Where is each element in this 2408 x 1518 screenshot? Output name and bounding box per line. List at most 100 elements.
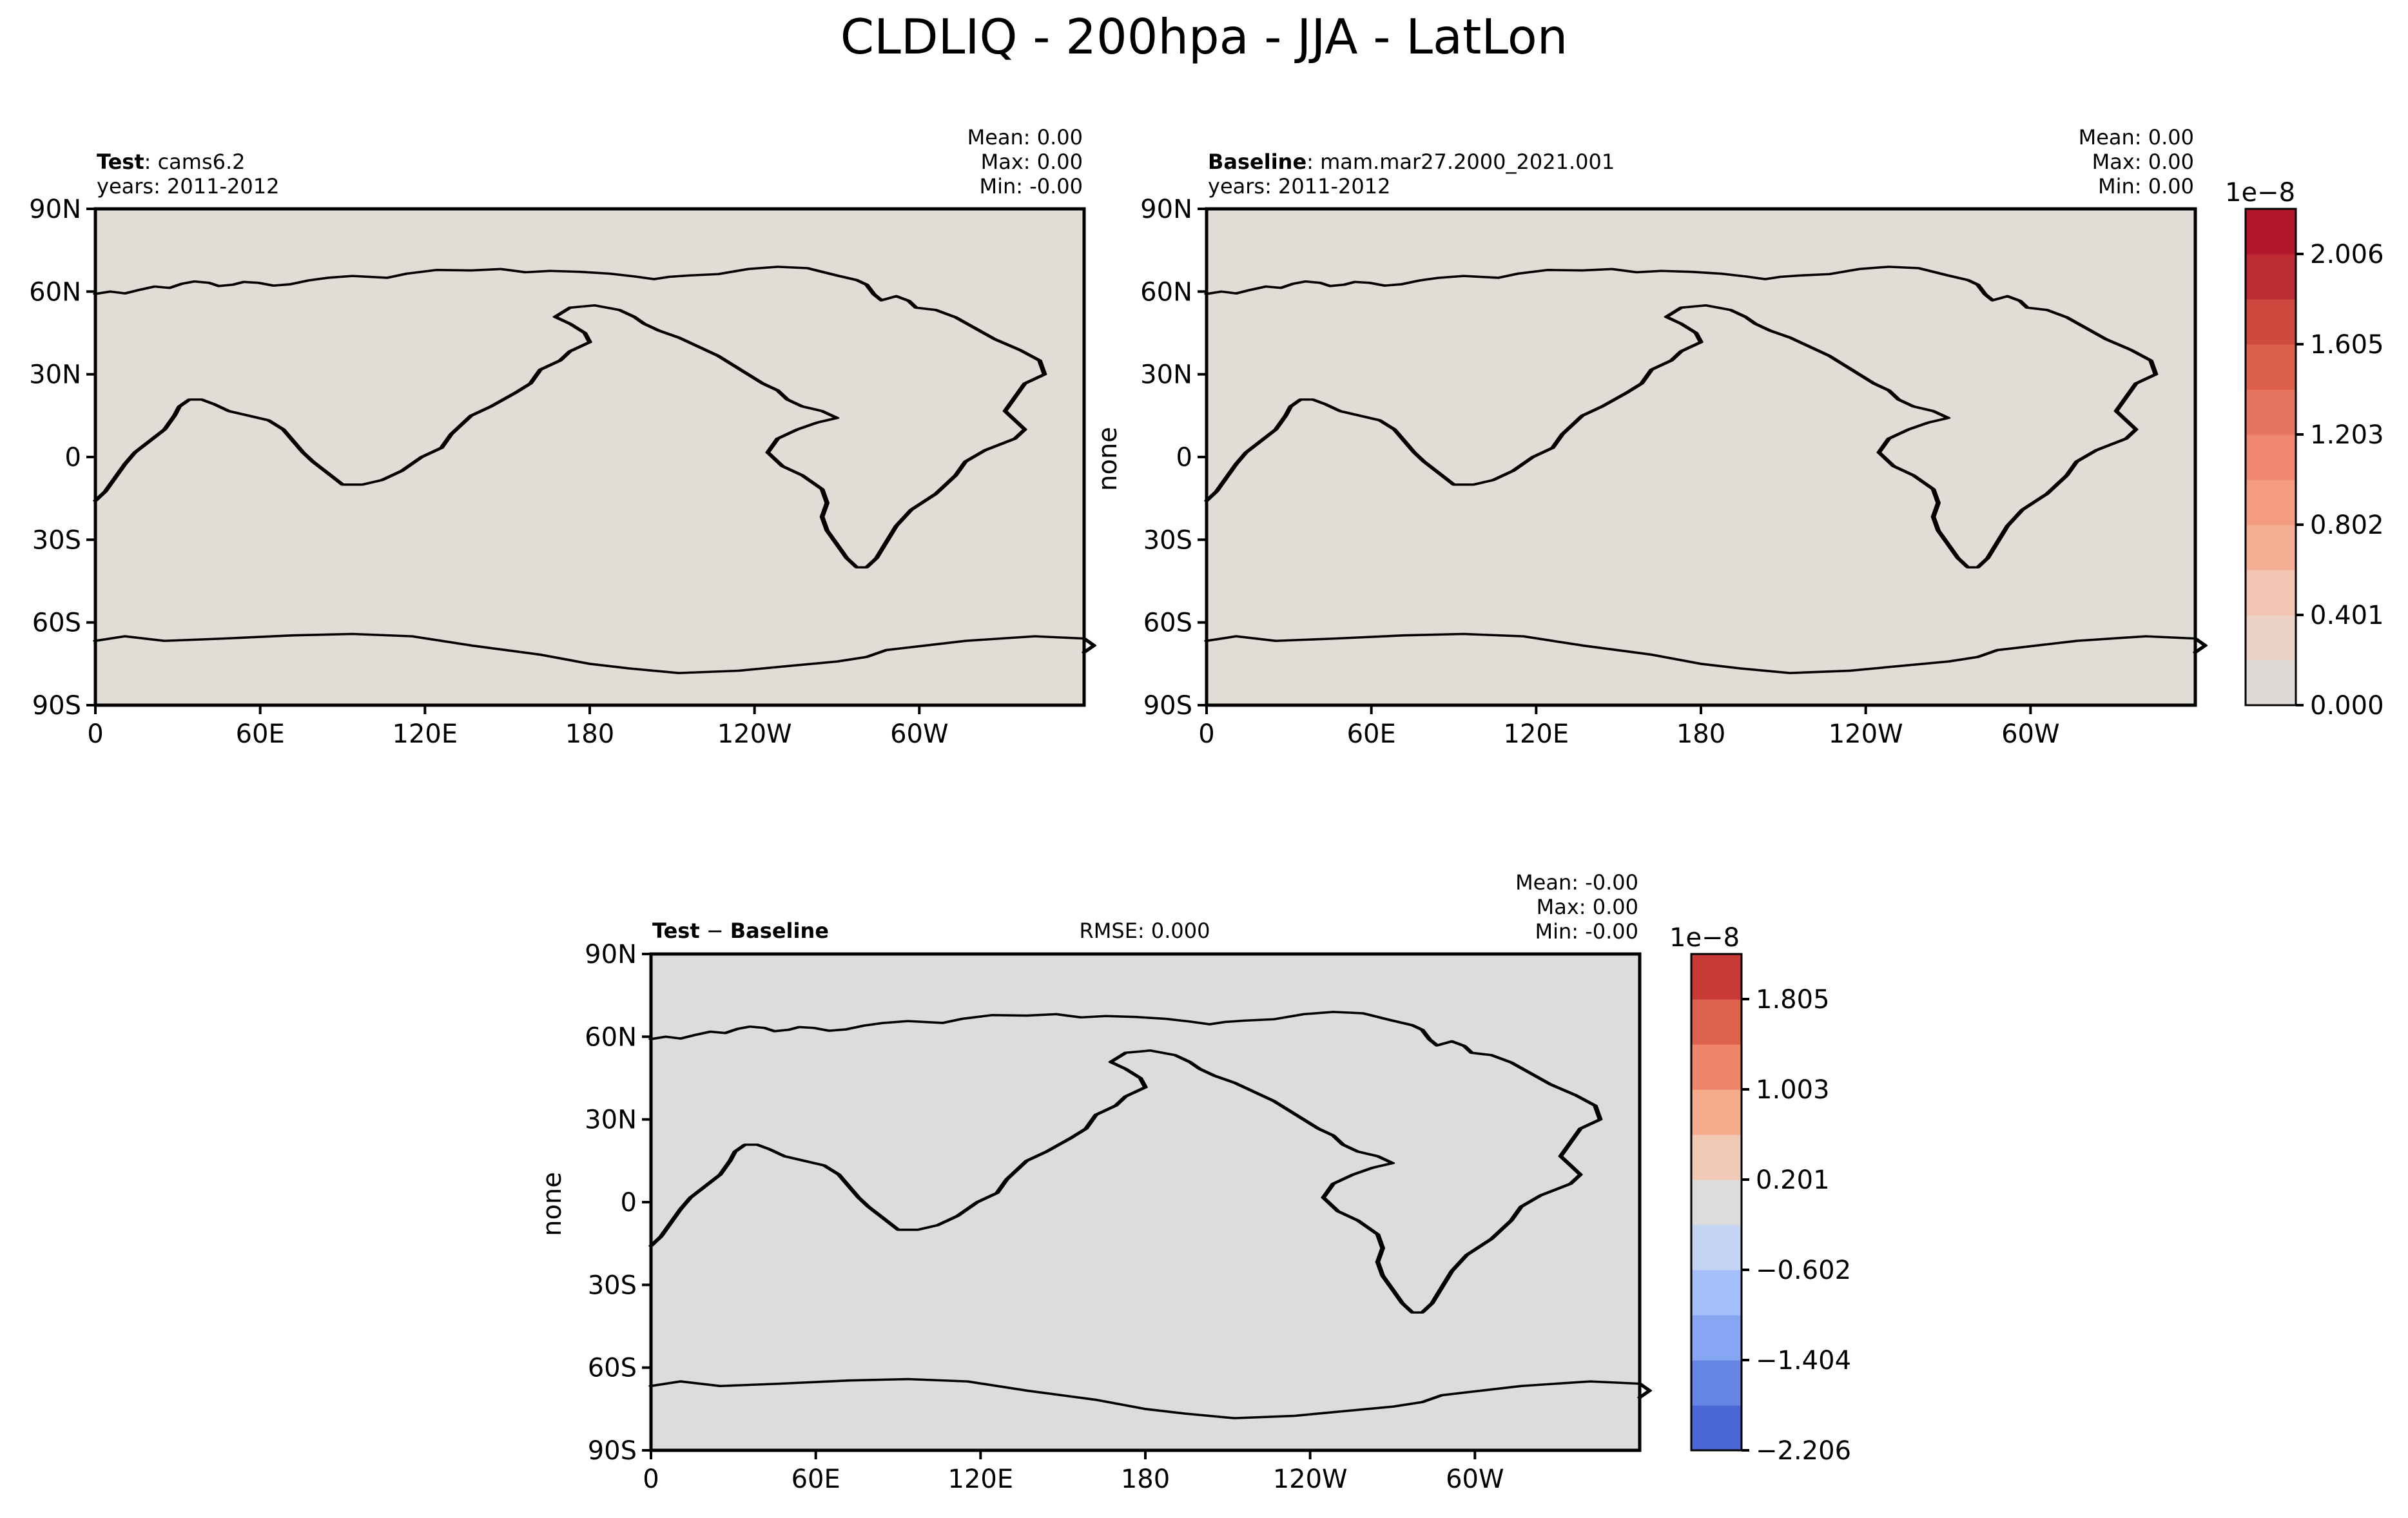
colorbar-bottom-tick-label: −0.602 bbox=[1756, 1256, 1851, 1285]
colorbar-top-color-segment bbox=[2246, 480, 2296, 525]
test-lat-tick-label: 90S bbox=[32, 691, 81, 721]
diff-stat-mean: Mean: -0.00 bbox=[1515, 870, 1638, 895]
test-lon-tick-label: 120E bbox=[393, 719, 458, 749]
colorbar-bottom-tick-label: 1.805 bbox=[1756, 985, 1830, 1015]
diff-lat-tick-label: 30S bbox=[588, 1270, 637, 1300]
test-panel-label: Test: cams6.2 bbox=[97, 150, 246, 174]
diff-lat-tick-label: 90S bbox=[588, 1436, 637, 1466]
test-panel: Test: cams6.2 years: 2011-2012 Mean: 0.0… bbox=[29, 125, 1094, 749]
baseline-lat-tick-label: 90N bbox=[1140, 195, 1192, 224]
diff-lat-tick-label: 60N bbox=[585, 1022, 637, 1052]
colorbar-top-color-segment bbox=[2246, 299, 2296, 345]
colorbar-top-tick-label: 1.203 bbox=[2310, 420, 2384, 450]
baseline-stat-mean: Mean: 0.00 bbox=[2079, 125, 2194, 150]
baseline-lat-tick-label: 60S bbox=[1143, 608, 1192, 638]
colorbar-top-color-segment bbox=[2246, 344, 2296, 390]
colorbar-bottom-color-segment bbox=[1691, 1315, 1742, 1361]
colorbar-bottom-tick-label: −1.404 bbox=[1756, 1346, 1851, 1376]
test-lon-tick-label: 120W bbox=[717, 719, 792, 749]
diff-lat-tick-label: 90N bbox=[585, 940, 637, 969]
test-stat-mean: Mean: 0.00 bbox=[967, 125, 1083, 150]
baseline-lon-tick-label: 180 bbox=[1676, 719, 1725, 749]
colorbar-top-multiplier: 1e−8 bbox=[2225, 178, 2295, 208]
baseline-map-background bbox=[1207, 209, 2195, 705]
colorbar-top-color-segment bbox=[2246, 525, 2296, 570]
baseline-lat-tick-label: 60N bbox=[1140, 277, 1192, 307]
baseline-lat-tick-label: 0 bbox=[1176, 443, 1192, 472]
colorbar-bottom-multiplier: 1e−8 bbox=[1669, 923, 1740, 953]
baseline-panel: Baseline: mam.mar27.2000_2021.001 years:… bbox=[1093, 125, 2205, 749]
colorbar-top-color-segment bbox=[2246, 615, 2296, 661]
colorbar-bottom-tick-label: −2.206 bbox=[1756, 1436, 1851, 1466]
colorbar-top-tick-label: 2.006 bbox=[2310, 240, 2384, 269]
baseline-lon-tick-label: 0 bbox=[1198, 719, 1214, 749]
colorbar-top-color-segment bbox=[2246, 209, 2296, 255]
test-lon-tick-label: 60W bbox=[890, 719, 948, 749]
baseline-lon-tick-label: 60E bbox=[1347, 719, 1396, 749]
baseline-lat-tick-label: 30S bbox=[1143, 525, 1192, 555]
diff-lon-tick-label: 60E bbox=[791, 1464, 840, 1494]
colorbar-top-color-segment bbox=[2246, 434, 2296, 480]
colorbar-top-frame bbox=[2244, 208, 2297, 706]
colorbar-top-tick-label: 0.401 bbox=[2310, 601, 2384, 630]
colorbar-top-color-segment bbox=[2246, 389, 2296, 435]
colorbar-bottom-frame bbox=[1690, 953, 1743, 1452]
baseline-stat-max: Max: 0.00 bbox=[2092, 150, 2194, 174]
diff-panel-label: Test − Baseline bbox=[652, 919, 829, 943]
test-map-background bbox=[95, 209, 1084, 705]
baseline-panel-years: years: 2011-2012 bbox=[1208, 174, 1390, 199]
diff-lat-tick-label: 0 bbox=[621, 1188, 637, 1218]
colorbar-bottom-color-segment bbox=[1691, 1134, 1742, 1180]
colorbar-bottom-color-segment bbox=[1691, 1270, 1742, 1316]
diff-lat-tick-label: 60S bbox=[588, 1354, 637, 1383]
diff-lon-tick-label: 0 bbox=[643, 1464, 659, 1494]
diff-rmse: RMSE: 0.000 bbox=[1080, 919, 1210, 943]
colorbar-bottom-color-segment bbox=[1691, 1405, 1742, 1451]
test-lat-tick-label: 30S bbox=[32, 525, 81, 555]
colorbar-bottom-color-segment bbox=[1691, 954, 1742, 1000]
colorbar-top: 1e−8 2.006 1.605 1.203 0.802 0.401 0.000 bbox=[2225, 178, 2384, 721]
test-lon-tick-label: 0 bbox=[87, 719, 103, 749]
diff-lon-tick-label: 120E bbox=[948, 1464, 1014, 1494]
colorbar-top-tick-label: 1.605 bbox=[2310, 330, 2384, 360]
test-stat-max: Max: 0.00 bbox=[981, 150, 1083, 174]
baseline-lon-tick-label: 120W bbox=[1829, 719, 1903, 749]
baseline-y-label: none bbox=[1093, 427, 1123, 491]
baseline-lon-tick-label: 120E bbox=[1504, 719, 1569, 749]
colorbar-bottom-color-segment bbox=[1691, 1044, 1742, 1090]
figure-title: CLDLIQ - 200hpa - JJA - LatLon bbox=[840, 8, 1568, 65]
colorbar-bottom: 1e−8 1.805 1.003 0.201 −0.602 −1.404 −2.206 bbox=[1669, 923, 1851, 1466]
diff-stat-max: Max: 0.00 bbox=[1537, 895, 1638, 919]
diff-stat-min: Min: -0.00 bbox=[1535, 919, 1638, 944]
test-lat-tick-label: 60S bbox=[32, 608, 81, 638]
test-lon-tick-label: 180 bbox=[565, 719, 614, 749]
colorbar-top-color-segment bbox=[2246, 570, 2296, 616]
diff-map-background bbox=[651, 954, 1640, 1450]
diff-lon-tick-label: 180 bbox=[1121, 1464, 1170, 1494]
colorbar-top-tick-label: 0.802 bbox=[2310, 511, 2384, 540]
diff-lon-tick-label: 120W bbox=[1273, 1464, 1348, 1494]
colorbar-bottom-color-segment bbox=[1691, 1225, 1742, 1270]
colorbar-bottom-tick-label: 1.003 bbox=[1756, 1075, 1830, 1105]
colorbar-top-color-segment bbox=[2246, 660, 2296, 706]
test-lat-tick-label: 30N bbox=[29, 360, 81, 390]
colorbar-bottom-color-segment bbox=[1691, 1180, 1742, 1225]
test-stat-min: Min: -0.00 bbox=[979, 174, 1083, 199]
test-lat-tick-label: 90N bbox=[29, 195, 81, 224]
diff-panel: Test − Baseline RMSE: 0.000 Mean: -0.00 … bbox=[538, 870, 1649, 1494]
colorbar-bottom-tick-label: 0.201 bbox=[1756, 1165, 1830, 1195]
baseline-lon-tick-label: 60W bbox=[2001, 719, 2059, 749]
baseline-lat-tick-label: 90S bbox=[1143, 691, 1192, 721]
test-lat-tick-label: 0 bbox=[65, 443, 81, 472]
colorbar-bottom-color-segment bbox=[1691, 1360, 1742, 1406]
test-lon-tick-label: 60E bbox=[236, 719, 285, 749]
colorbar-bottom-color-segment bbox=[1691, 999, 1742, 1045]
colorbar-top-color-segment bbox=[2246, 254, 2296, 300]
baseline-lat-tick-label: 30N bbox=[1140, 360, 1192, 390]
colorbar-top-tick-label: 0.000 bbox=[2310, 691, 2384, 721]
diff-lon-tick-label: 60W bbox=[1446, 1464, 1504, 1494]
